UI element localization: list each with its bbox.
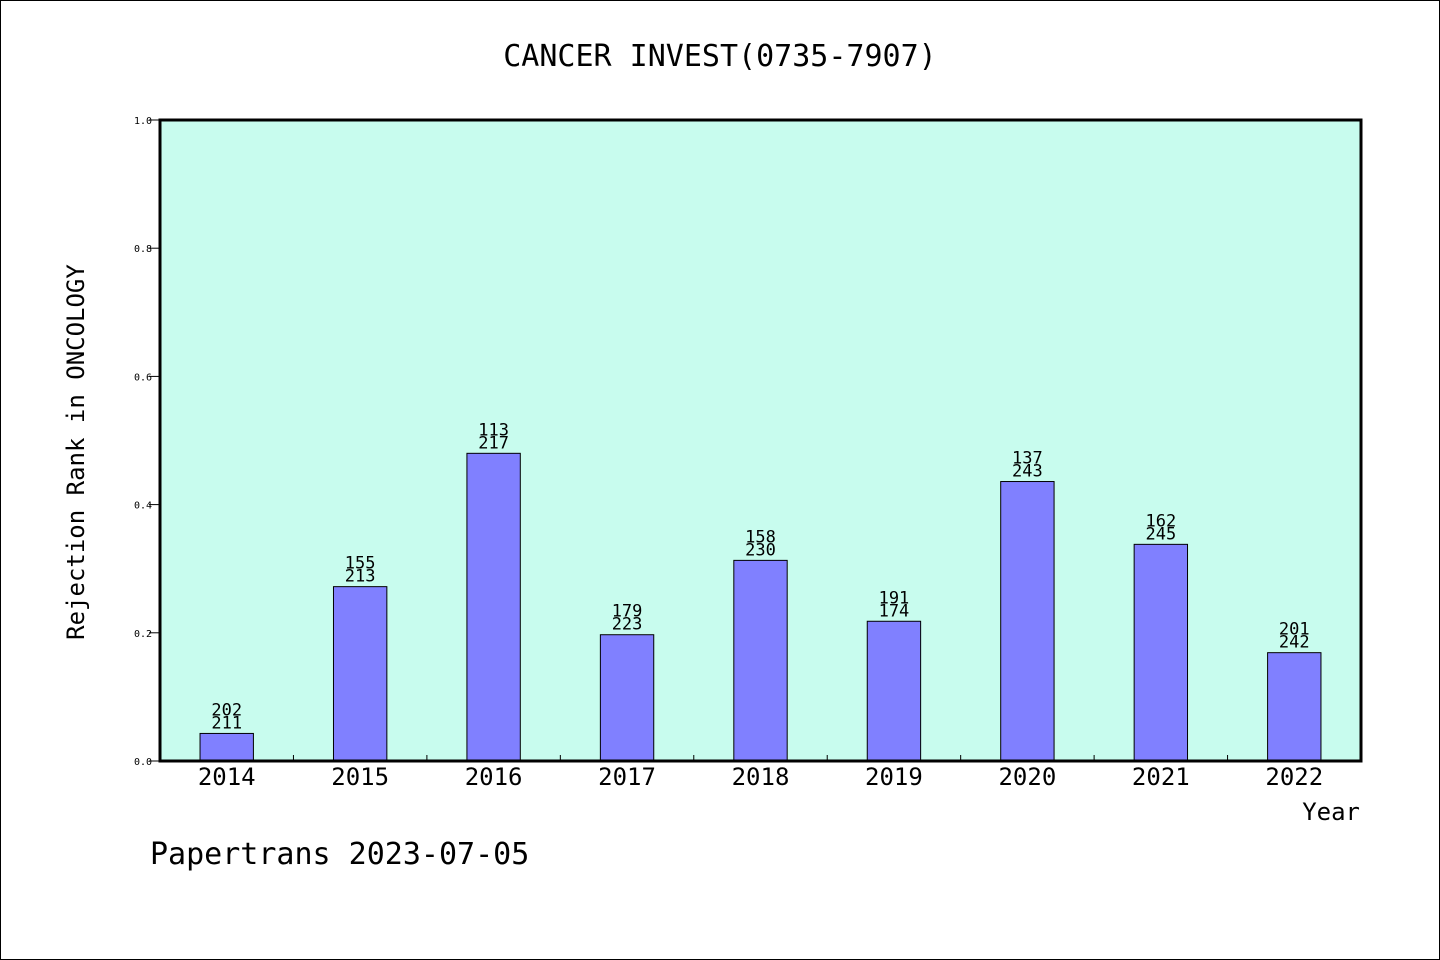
y-tick-label: 0.6: [134, 372, 152, 383]
y-ticks-group: 0.0 0.2 0.4 0.6 0.8 1.0: [134, 116, 160, 768]
x-tick-label-2014: 2014: [198, 763, 256, 791]
plot-border: [158, 118, 1363, 763]
bar-labels-group: 2022111552131132171792231582301911741372…: [211, 420, 1309, 733]
bar-label-bottom-2015: 213: [345, 567, 376, 587]
bar-2021: [1133, 543, 1189, 762]
bar-label-top-2014: 202: [211, 700, 242, 720]
bar-label-top-2020: 137: [1012, 449, 1043, 469]
x-tick-label-2017: 2017: [598, 763, 656, 791]
bar-label-bottom-2019: 174: [879, 601, 910, 621]
bar-label-bottom-2021: 245: [1145, 524, 1176, 544]
bar-label-top-2017: 179: [612, 602, 643, 622]
footer-credit: Papertrans 2023-07-05: [150, 837, 529, 872]
bars-group: [199, 452, 1322, 762]
bar-label-bottom-2022: 242: [1279, 633, 1310, 653]
bar-label-top-2021: 162: [1145, 511, 1176, 531]
x-tick-label-2015: 2015: [331, 763, 389, 791]
x-tick-label-2020: 2020: [998, 763, 1056, 791]
x-tick-label-2022: 2022: [1265, 763, 1323, 791]
bar-label-bottom-2016: 217: [478, 433, 509, 453]
bar-label-bottom-2020: 243: [1012, 462, 1043, 482]
chart-title: CANCER INVEST(0735-7907): [503, 39, 936, 74]
bar-label-top-2018: 158: [745, 527, 776, 547]
x-tick-label-2018: 2018: [732, 763, 790, 791]
y-tick-label: 1.0: [134, 116, 152, 127]
bar-label-bottom-2014: 211: [211, 713, 242, 733]
bar-label-top-2022: 201: [1279, 620, 1310, 640]
y-axis-label: Rejection Rank in ONCOLOGY: [62, 264, 90, 640]
bar-label-top-2019: 191: [879, 588, 910, 608]
bar-2018: [733, 559, 788, 762]
y-tick-label: 0.2: [134, 629, 152, 640]
x-ticks-group: 2014 2015 2016 2017 2018 2019 2020 2021 2022: [198, 755, 1323, 791]
bar-label-bottom-2017: 223: [612, 615, 643, 635]
bar-2015: [332, 586, 388, 762]
y-tick-label: 0.4: [134, 501, 152, 512]
x-tick-label-2021: 2021: [1132, 763, 1190, 791]
bar-label-top-2016: 113: [478, 420, 509, 440]
y-tick-label: 0.8: [134, 244, 152, 255]
bar-2022: [1267, 652, 1322, 762]
bar-2016: [466, 452, 521, 762]
bar-label-top-2015: 155: [345, 554, 376, 574]
bar-2019: [866, 620, 922, 762]
bar-2020: [1000, 481, 1055, 762]
bar-2014: [199, 732, 254, 762]
bar-2017: [599, 634, 655, 762]
bar-label-bottom-2018: 230: [745, 540, 776, 560]
x-axis-label: Year: [1302, 798, 1360, 826]
x-tick-label-2019: 2019: [865, 763, 923, 791]
y-tick-label: 0.0: [134, 757, 152, 768]
x-tick-label-2016: 2016: [465, 763, 523, 791]
